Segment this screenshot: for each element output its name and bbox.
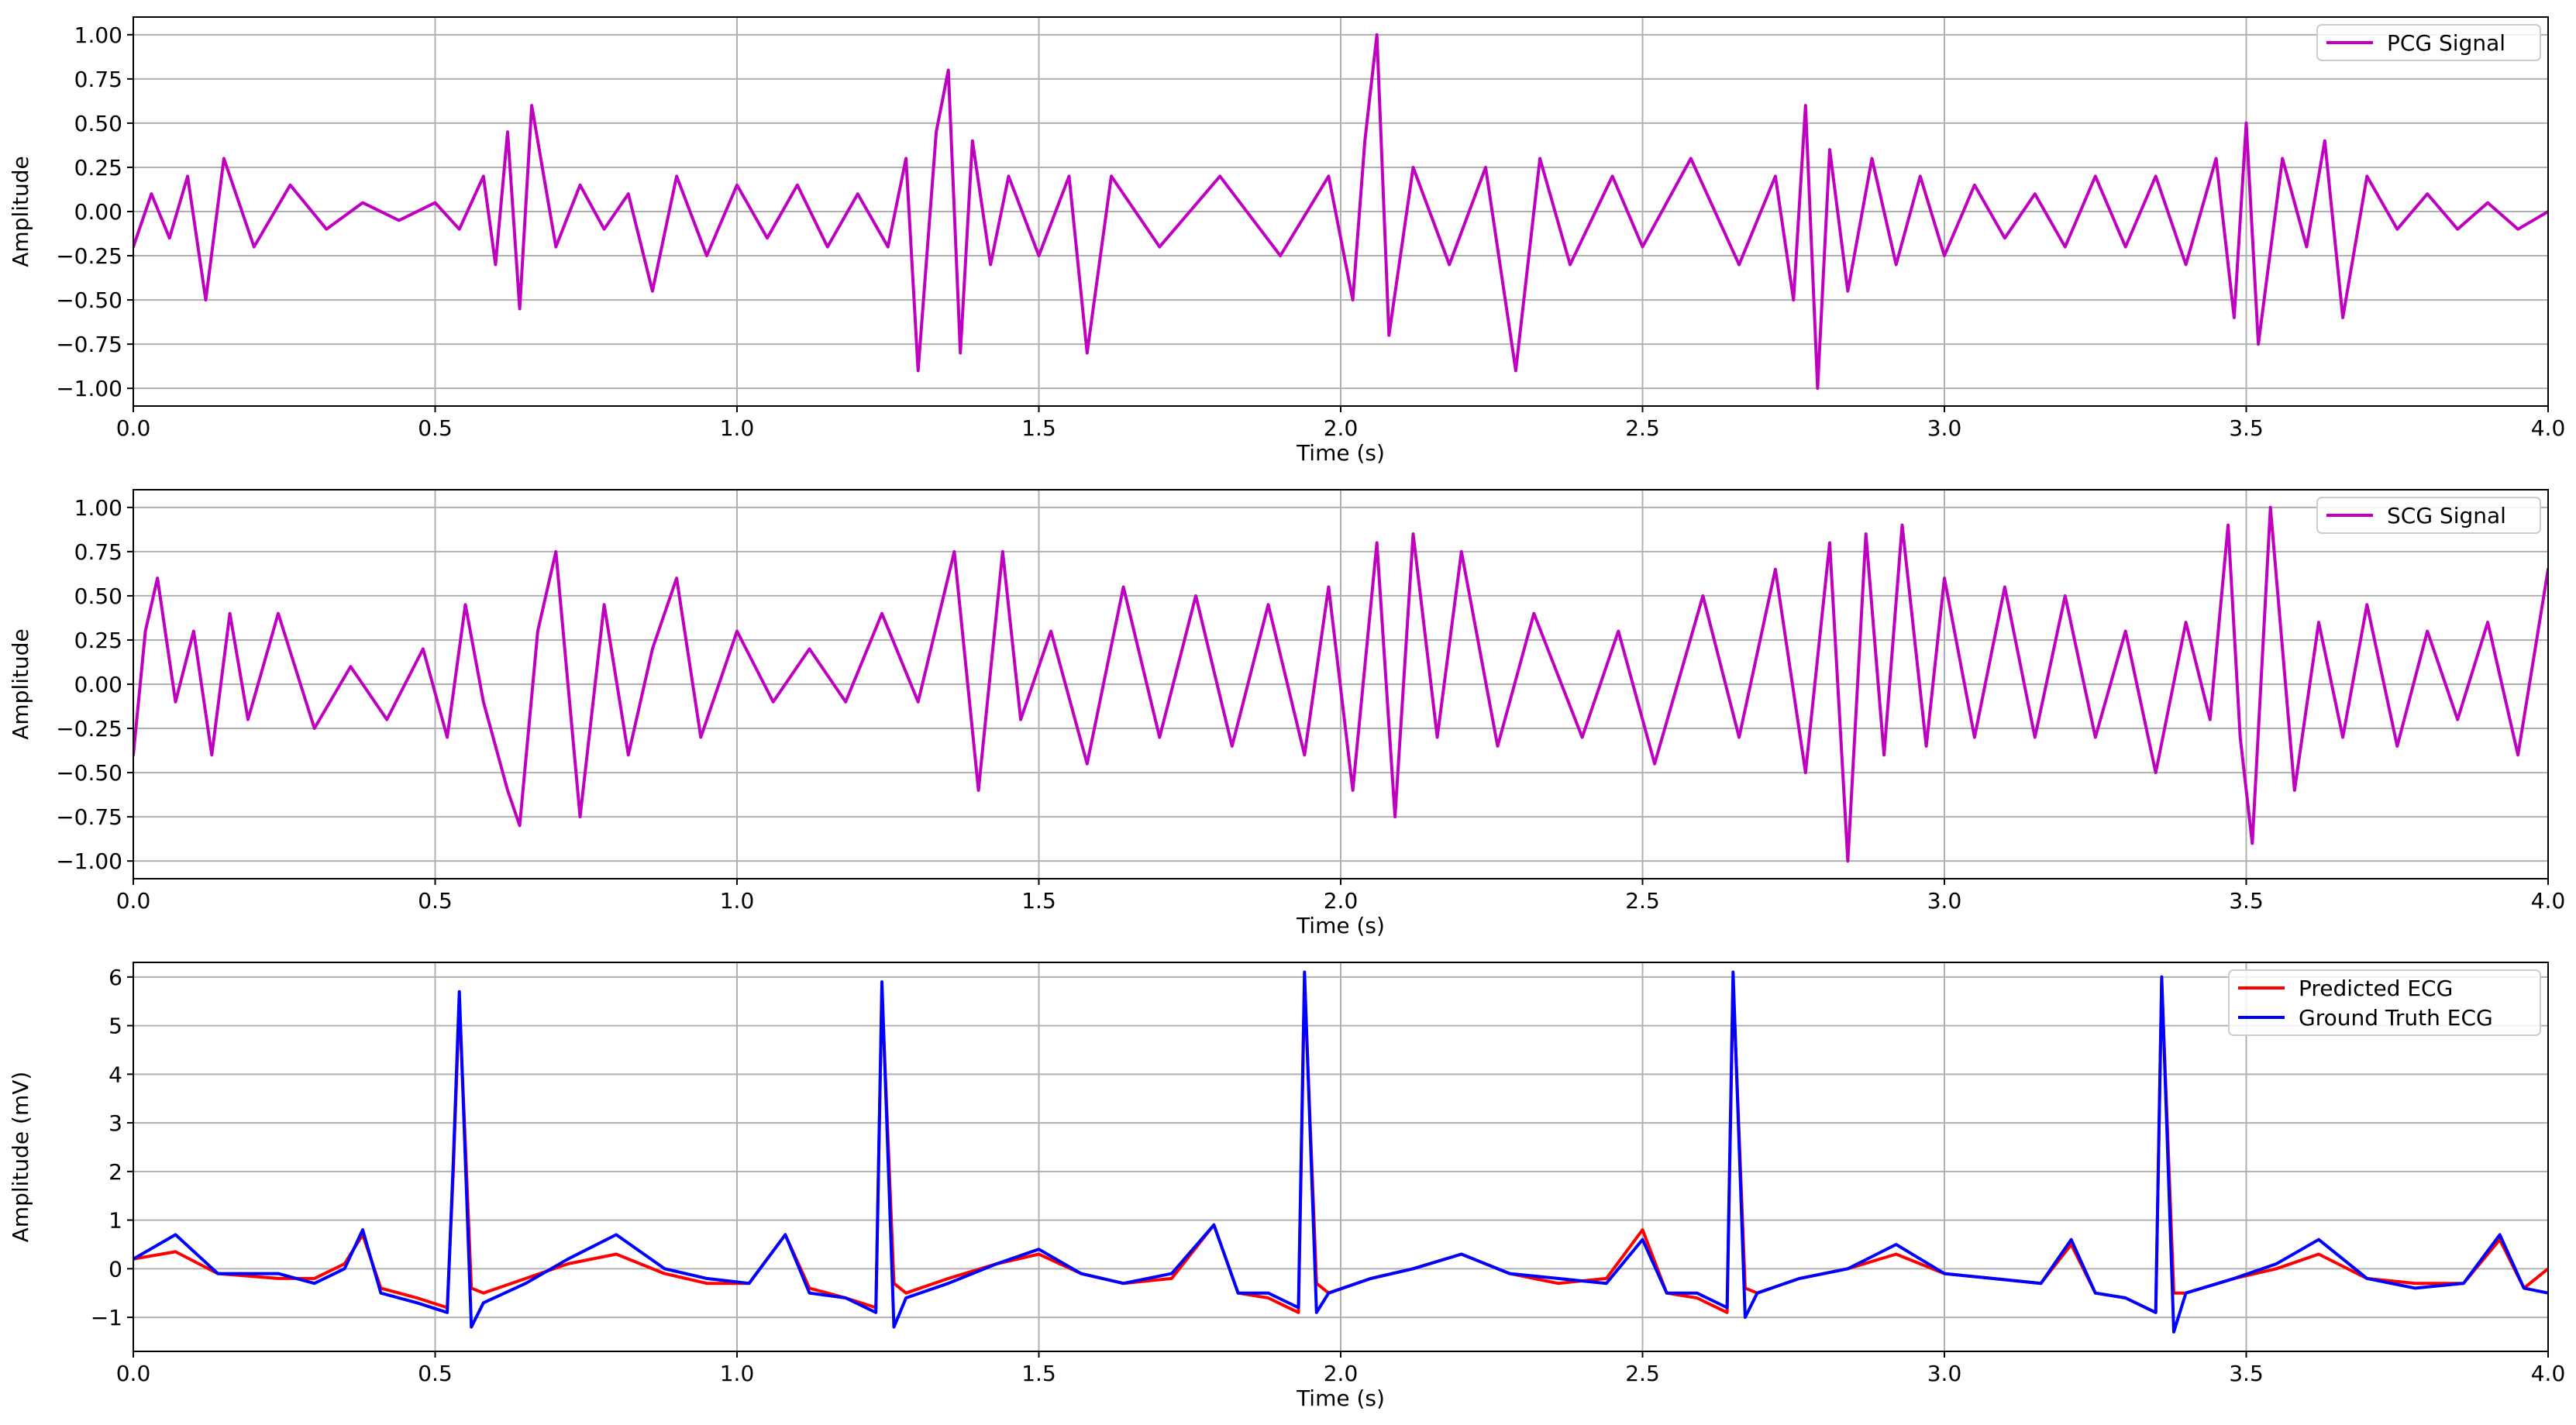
y-tick-label: 0.75 [74,67,122,92]
x-tick-label: 1.5 [1021,415,1056,441]
legend: SCG Signal [2316,497,2541,534]
y-tick-label: 1.00 [74,22,122,48]
y-tick-label: 3 [108,1110,122,1136]
x-axis-label: Time (s) [1296,440,1385,466]
legend: Predicted ECG Ground Truth ECG [2228,969,2541,1036]
chart-panel-0: 0.0 0.5 1.0 1.5 2.0 2.5 3.0 3.5 4.0 −1.00 −0.75 −0.… [8,16,2566,466]
x-tick-label: 0.0 [116,1361,151,1386]
x-tick-label: 1.0 [720,888,755,914]
x-tick-label: 2.0 [1324,888,1359,914]
legend-entry: Predicted ECG [2299,976,2453,1001]
y-tick-label: 1 [108,1208,122,1234]
y-tick-label: −0.25 [56,243,122,269]
legend-box [2228,969,2541,1036]
chart-panel-2: 0.0 0.5 1.0 1.5 2.0 2.5 3.0 3.5 4.0 −1 0 1 2 3 4 5 6 Time… [8,962,2565,1411]
y-tick-label: 1.00 [74,495,122,521]
y-tick-label: 6 [108,965,122,990]
plot-frame [133,962,2549,1352]
x-tick-label: 2.0 [1324,1361,1359,1386]
legend-box [2316,497,2541,534]
legend: PCG Signal [2316,24,2541,61]
series-line-pcg-signal [133,33,2548,391]
legend-entry: PCG Signal [2387,30,2505,56]
y-tick-label: 0.25 [74,628,122,653]
chart-panel-1: 0.0 0.5 1.0 1.5 2.0 2.5 3.0 3.5 4.0 −1.00 −0.75 −0.… [8,489,2566,938]
x-tick-label: 4.0 [2531,888,2566,914]
series-line-ground-truth-ecg [133,970,2548,1334]
x-tick-label: 4.0 [2531,1361,2566,1386]
y-tick-label: 0.50 [74,583,122,609]
x-tick-label: 3.5 [2229,1361,2264,1386]
y-tick-label: −1.00 [56,848,122,874]
series-group [133,970,2548,1334]
x-tick-label: 1.0 [720,1361,755,1386]
x-tick-label: 2.5 [1625,1361,1660,1386]
y-tick-label: 5 [108,1014,122,1039]
x-tick-label: 1.0 [720,415,755,441]
y-tick-label: −0.25 [56,716,122,742]
y-tick-label: −0.75 [56,804,122,830]
x-tick-label: 3.0 [1927,1361,1962,1386]
y-tick-label: 2 [108,1159,122,1185]
x-tick-label: 0.5 [418,1361,453,1386]
x-axis-label: Time (s) [1296,913,1385,938]
y-tick-label: −1 [91,1305,122,1330]
y-axis-label: Amplitude [8,156,33,267]
x-tick-label: 2.0 [1324,415,1359,441]
x-tick-label: 4.0 [2531,415,2566,441]
x-tick-label: 0.5 [418,415,453,441]
x-tick-label: 2.5 [1625,888,1660,914]
x-tick-label: 3.0 [1927,415,1962,441]
legend-entry: SCG Signal [2387,503,2506,528]
x-axis-label: Time (s) [1296,1385,1385,1411]
y-tick-label: 0.75 [74,539,122,565]
y-tick-label: −0.50 [56,287,122,313]
y-tick-label: 0 [108,1256,122,1282]
legend-entry: Ground Truth ECG [2299,1005,2493,1031]
x-tick-label: 3.5 [2229,415,2264,441]
x-tick-label: 0.0 [116,888,151,914]
legend-box [2316,24,2541,61]
y-tick-label: 0.50 [74,111,122,136]
series-line-scg-signal [133,505,2548,863]
x-tick-label: 0.0 [116,415,151,441]
y-tick-label: 0.00 [74,672,122,697]
x-tick-label: 1.5 [1021,1361,1056,1386]
y-tick-label: 4 [108,1062,122,1087]
y-tick-label: 0.00 [74,199,122,225]
y-tick-label: −1.00 [56,376,122,401]
series-group [133,33,2548,391]
y-tick-label: −0.75 [56,332,122,357]
x-tick-label: 3.0 [1927,888,1962,914]
y-axis-label: Amplitude [8,628,33,740]
x-tick-label: 1.5 [1021,888,1056,914]
y-tick-label: −0.50 [56,760,122,786]
plot-frame [133,489,2549,879]
series-group [133,505,2548,863]
x-tick-label: 2.5 [1625,415,1660,441]
y-axis-label: Amplitude (mV) [8,1072,33,1243]
y-tick-label: 0.25 [74,155,122,181]
x-tick-label: 0.5 [418,888,453,914]
x-tick-label: 3.5 [2229,888,2264,914]
plot-frame [133,16,2549,407]
